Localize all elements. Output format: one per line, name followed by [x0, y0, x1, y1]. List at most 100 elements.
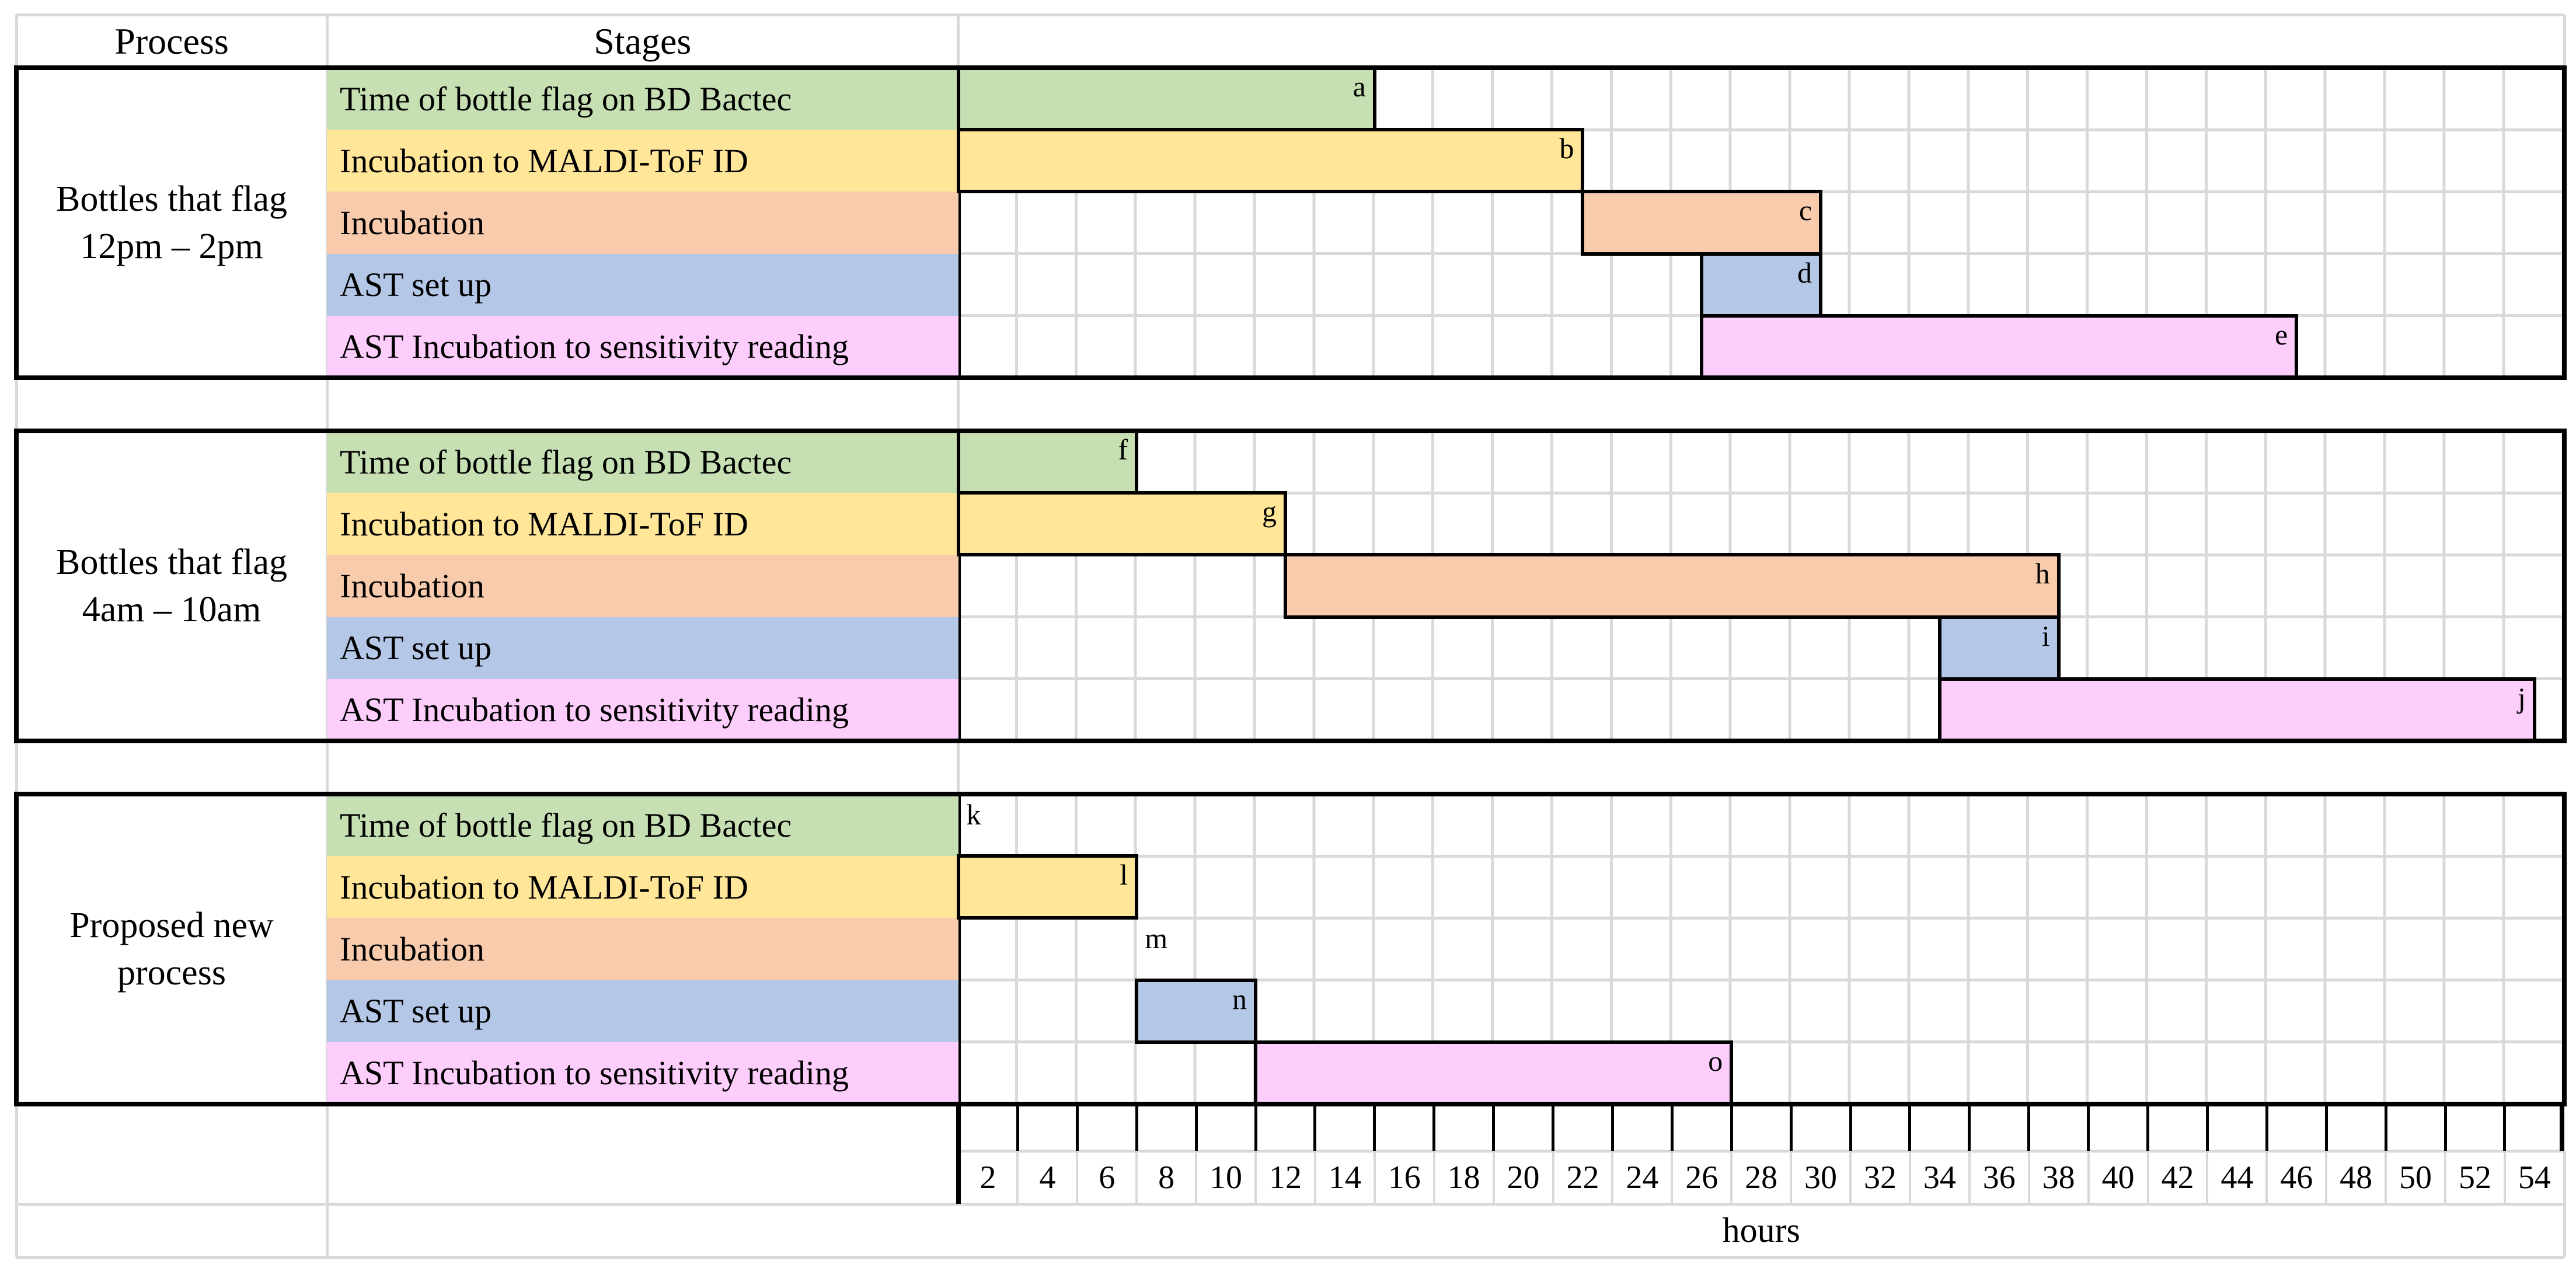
stage-label: Time of bottle flag on BD Bactec	[340, 443, 792, 481]
bar-letter: f	[1118, 433, 1128, 466]
stage-label-cell: AST set up	[327, 253, 958, 316]
row-separator-chart	[958, 128, 2564, 131]
axis-tick	[2324, 1104, 2328, 1151]
axis-tick-label: 6	[1099, 1159, 1116, 1196]
axis-tick	[1789, 1104, 1793, 1151]
stage-label: AST Incubation to sensitivity reading	[340, 691, 849, 729]
tick-label-cell-divider	[2027, 1151, 2030, 1204]
row-separator-chart	[958, 491, 2564, 495]
axis-tick-label: 38	[2042, 1159, 2075, 1196]
tick-label-cell-divider	[2385, 1151, 2387, 1204]
gap-divider	[957, 378, 960, 431]
axis-tick-label: 28	[1745, 1159, 1778, 1196]
axis-origin-line	[956, 1104, 961, 1204]
stage-label: AST set up	[340, 992, 492, 1031]
axis-tick	[2146, 1104, 2149, 1151]
table-bottom-border	[16, 1255, 2564, 1259]
tick-label-cell-divider	[1135, 1151, 1138, 1204]
stage-label-cell: Incubation	[327, 918, 958, 980]
axis-tick-label: 18	[1447, 1159, 1480, 1196]
axis-tick	[1016, 1104, 1019, 1151]
stage-label: AST set up	[340, 266, 492, 304]
axis-unit-label: hours	[1722, 1211, 1800, 1249]
axis-tick	[1908, 1104, 1912, 1151]
bar-letter: d	[1797, 256, 1812, 289]
gantt-bar: i	[1937, 615, 2061, 681]
stage-label-cell: Incubation	[327, 555, 958, 617]
tick-label-cell-divider	[1849, 1151, 1852, 1204]
axis-tick	[1492, 1104, 1496, 1151]
process-label: Bottles that flag 12pm – 2pm	[16, 68, 327, 378]
stage-label: Incubation	[340, 930, 485, 968]
axis-tick-label: 20	[1507, 1159, 1540, 1196]
tick-label-cell-divider	[1432, 1151, 1435, 1204]
zero-duration-marker: m	[1145, 922, 1168, 955]
axis-tick	[1730, 1104, 1733, 1151]
stage-label-cell: Incubation	[327, 192, 958, 254]
axis-tick	[2443, 1104, 2447, 1151]
axis-tick-label: 2	[979, 1159, 996, 1196]
gantt-bar: c	[1581, 190, 1823, 256]
process-label-line: Proposed new	[69, 905, 274, 945]
stages-chart-divider	[956, 431, 961, 741]
stage-label-cell: AST Incubation to sensitivity reading	[327, 1042, 958, 1104]
chart-grid-row	[958, 617, 2564, 679]
axis-tick	[2559, 1104, 2564, 1151]
tick-label-cell-divider	[1908, 1151, 1911, 1204]
process-label-line: 4am – 10am	[82, 589, 262, 629]
chart-grid-row	[958, 856, 2564, 918]
stages-column-header: Stages	[594, 20, 692, 62]
process-label-line: Bottles that flag	[55, 179, 288, 219]
axis-tick	[2265, 1104, 2268, 1151]
stage-label-cell: Incubation to MALDI-ToF ID	[327, 856, 958, 918]
axis-tick-label: 26	[1685, 1159, 1719, 1196]
process-label-line: Bottles that flag	[55, 542, 288, 582]
axis-tick	[2503, 1104, 2507, 1151]
tick-label-cell-divider	[1254, 1151, 1257, 1204]
axis-tick	[1194, 1104, 1198, 1151]
tick-label-cell-divider	[2087, 1151, 2090, 1204]
chart-grid-row	[958, 431, 2564, 493]
tick-label-cell-divider	[1373, 1151, 1376, 1204]
bar-letter: o	[1708, 1044, 1723, 1077]
stage-label-cell: Time of bottle flag on BD Bactec	[327, 431, 958, 493]
gantt-bar: a	[956, 66, 1376, 132]
axis-tick-label: 12	[1268, 1159, 1302, 1196]
row-separator-chart	[958, 1040, 2564, 1044]
axis-tick-label: 52	[2458, 1159, 2491, 1196]
zero-duration-marker: k	[966, 798, 981, 831]
tick-label-cell-divider	[1730, 1151, 1733, 1204]
axis-tick-label: 42	[2161, 1159, 2194, 1196]
axis-tick-label: 50	[2399, 1159, 2432, 1196]
axis-tick	[2027, 1104, 2031, 1151]
tick-label-cell-divider	[1195, 1151, 1198, 1204]
table-right-border-bottom	[2563, 1151, 2566, 1257]
tick-label-cell-divider	[1313, 1151, 1316, 1204]
table-top-border	[16, 13, 2564, 16]
axis-tick-label: 10	[1209, 1159, 1243, 1196]
axis-tick	[1968, 1104, 1971, 1151]
gantt-bar: e	[1700, 314, 2299, 380]
axis-tick	[1670, 1104, 1674, 1151]
stage-label-cell: Time of bottle flag on BD Bactec	[327, 794, 958, 857]
stage-label: Time of bottle flag on BD Bactec	[340, 79, 792, 118]
axis-tick	[1432, 1104, 1436, 1151]
table-right-border	[2563, 15, 2566, 68]
axis-tick-label: 48	[2340, 1159, 2373, 1196]
axis-tick-label: 40	[2101, 1159, 2135, 1196]
process-column-header: Process	[114, 20, 229, 62]
row-separator-chart	[958, 916, 2564, 920]
stage-label: Time of bottle flag on BD Bactec	[340, 806, 792, 844]
gantt-bar: l	[956, 854, 1139, 920]
chart-grid-row	[958, 1042, 2564, 1104]
bar-letter: c	[1798, 194, 1812, 227]
process-label: Proposed new process	[16, 794, 327, 1104]
tick-label-cell-divider	[2444, 1151, 2446, 1204]
bar-letter: a	[1353, 70, 1366, 103]
process-label-line: process	[117, 952, 226, 993]
stage-label-cell: Incubation to MALDI-ToF ID	[327, 493, 958, 555]
gantt-bar: b	[956, 128, 1585, 194]
tick-label-cell-divider	[1611, 1151, 1614, 1204]
bar-letter: n	[1232, 982, 1247, 1015]
